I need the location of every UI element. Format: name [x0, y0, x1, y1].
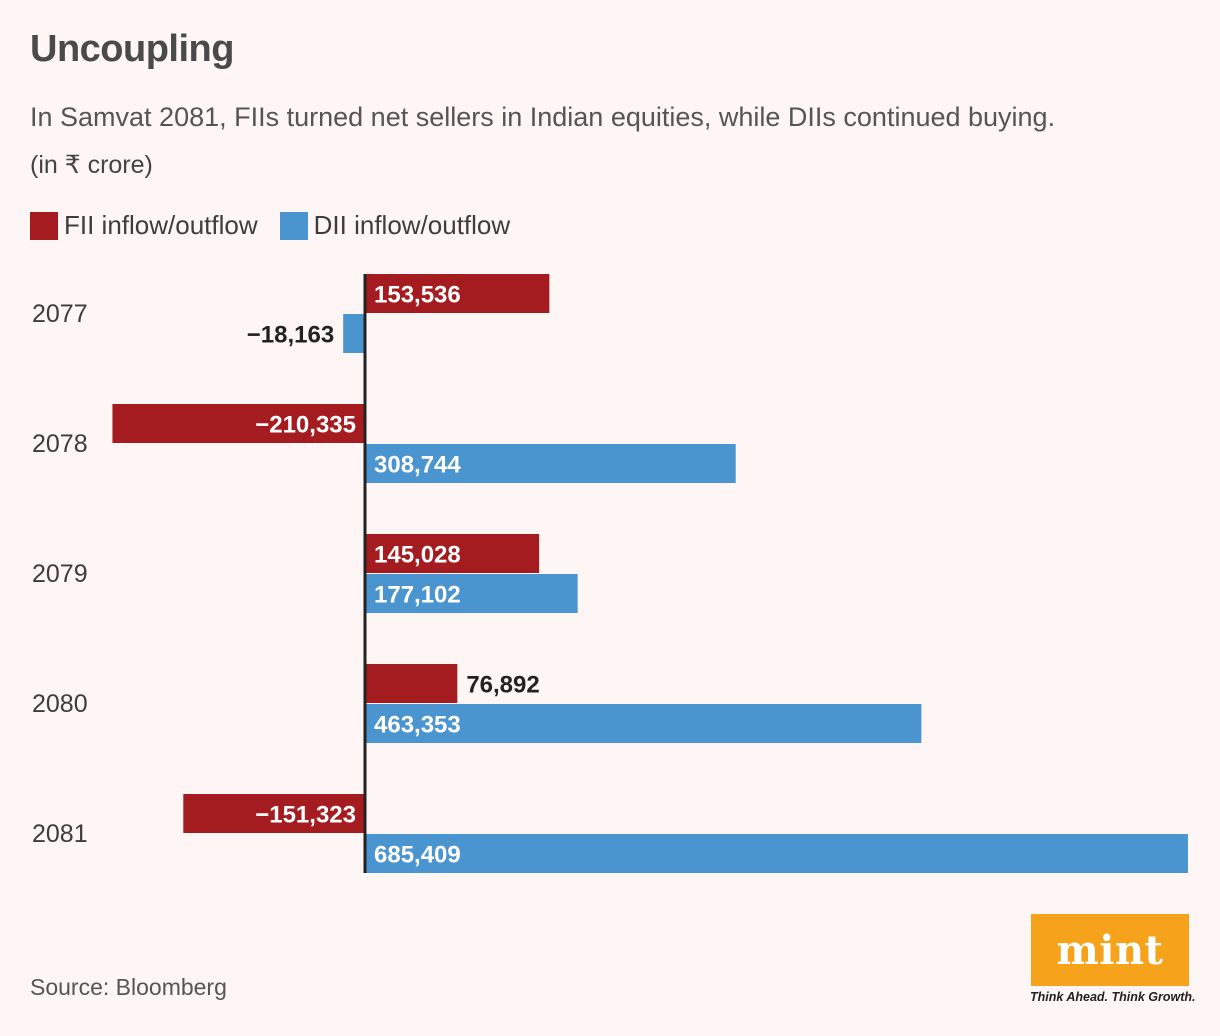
logo-tagline: Think Ahead. Think Growth.	[1030, 990, 1196, 1004]
data-label: 685,409	[374, 842, 461, 869]
category-label: 2078	[32, 430, 88, 458]
category-label: 2077	[32, 300, 88, 328]
category-label: 2079	[32, 560, 88, 588]
bar-dii	[365, 704, 922, 743]
data-label: −210,335	[255, 412, 356, 439]
unit-label: (in ₹ crore)	[30, 151, 153, 179]
bar-fii	[365, 274, 550, 313]
legend-item-fii: FII inflow/outflow	[30, 210, 258, 241]
bar-fii	[365, 664, 458, 703]
data-label: 153,536	[374, 282, 461, 309]
bar-dii	[343, 314, 365, 353]
legend: FII inflow/outflow DII inflow/outflow	[30, 210, 532, 241]
legend-swatch-fii	[30, 211, 58, 240]
bar-fii	[365, 534, 540, 573]
legend-item-dii: DII inflow/outflow	[279, 210, 511, 241]
mint-logo: mint	[1031, 914, 1189, 986]
legend-swatch-dii	[279, 211, 308, 240]
data-label: 76,892	[466, 672, 539, 699]
chart-subtitle: In Samvat 2081, FIIs turned net sellers …	[30, 102, 1056, 132]
bar-dii	[365, 834, 1188, 873]
source-note: Source: Bloomberg	[30, 974, 227, 1000]
bar-dii	[365, 444, 736, 483]
bar-fii	[112, 404, 365, 443]
data-label: −18,163	[247, 322, 334, 349]
data-label: 177,102	[374, 582, 461, 609]
data-label: 463,353	[374, 712, 461, 739]
legend-label-dii: DII inflow/outflow	[313, 210, 511, 240]
bar-fii	[183, 794, 365, 833]
data-label: −151,323	[255, 802, 356, 829]
data-label: 308,744	[374, 452, 461, 479]
category-label: 2081	[32, 820, 88, 848]
data-label: 145,028	[374, 542, 461, 569]
category-label: 2080	[32, 690, 88, 718]
legend-label-fii: FII inflow/outflow	[64, 210, 258, 240]
logo-wordmark: mint	[1056, 926, 1164, 974]
bar-dii	[365, 574, 578, 613]
chart-title: Uncoupling	[30, 28, 234, 70]
